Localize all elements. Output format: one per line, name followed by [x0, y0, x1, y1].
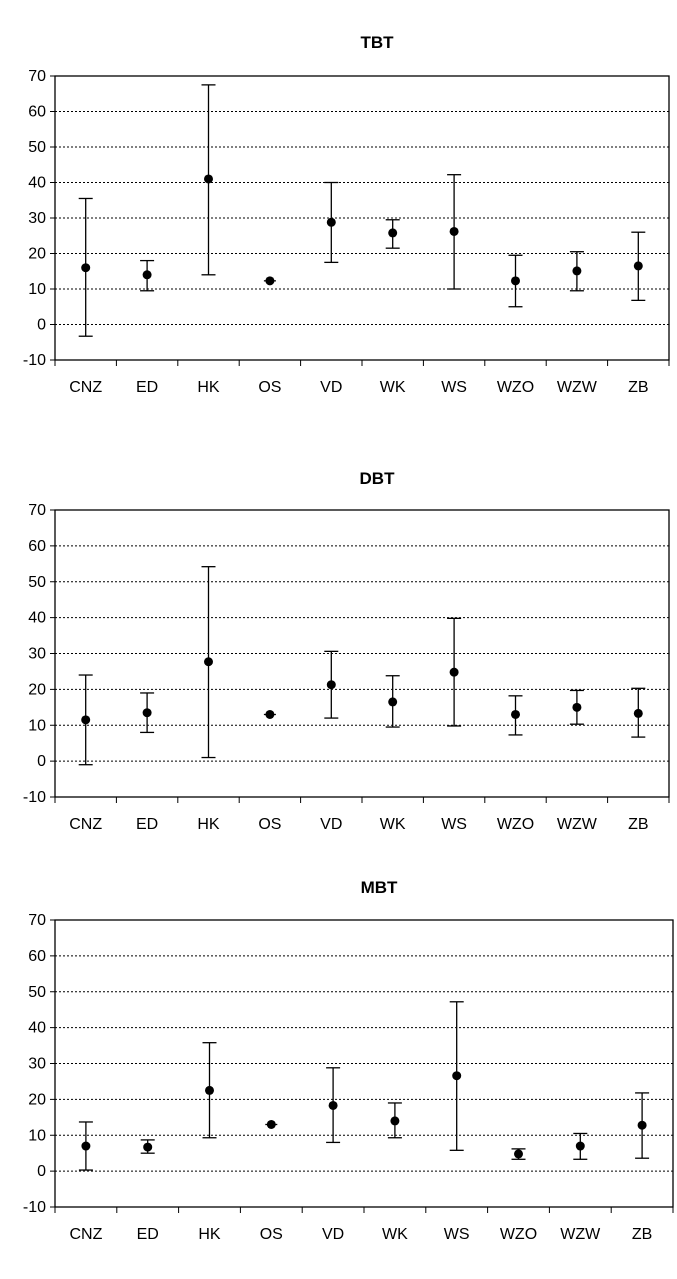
x-tick-label: VD	[320, 379, 342, 396]
chart-title: DBT	[360, 469, 396, 488]
data-point	[449, 667, 459, 677]
chart-panel-mbt: MBT -10 0 10 20 30 40 50 60 70 CNZ ED HK OS VD WK WS WZO W…	[23, 878, 674, 1243]
data-point	[388, 697, 398, 707]
data-point	[449, 226, 459, 236]
data-point	[633, 708, 643, 718]
y-tick-label: 30	[28, 646, 46, 663]
y-tick-label: 30	[28, 210, 46, 227]
data-point	[637, 1120, 647, 1130]
y-tick-label: 70	[28, 502, 46, 519]
data-point	[452, 1071, 462, 1081]
x-tick-label: WZW	[557, 816, 598, 833]
data-point	[143, 1142, 153, 1152]
x-tick-label: CNZ	[69, 379, 102, 396]
y-tick-label: 20	[28, 1091, 46, 1108]
x-tick-label: OS	[258, 379, 281, 396]
data-point	[81, 715, 91, 725]
x-tick-label: ED	[136, 379, 158, 396]
y-tick-label: -10	[23, 1199, 46, 1216]
data-point	[204, 174, 213, 184]
x-tick-label: WZO	[497, 816, 534, 833]
y-tick-label: 40	[28, 1020, 46, 1037]
y-tick-label: 60	[28, 104, 46, 121]
data-point	[204, 657, 213, 667]
chart-panel-dbt: DBT -10 0 10 20 30 40 50 60 70 CNZ ED HK OS VD WK WS WZO W…	[23, 469, 670, 833]
y-tick-label: 20	[28, 681, 46, 698]
data-point	[326, 680, 336, 690]
x-tick-label: VD	[322, 1226, 344, 1243]
data-point	[142, 708, 152, 718]
data-point	[511, 709, 520, 719]
x-tick-label: OS	[258, 816, 281, 833]
x-tick-label: WK	[380, 816, 406, 833]
y-tick-label: 0	[37, 317, 46, 334]
data-point	[388, 228, 398, 238]
x-tick-label: ZB	[632, 1226, 652, 1243]
y-tick-label: 0	[37, 753, 46, 770]
data-point	[633, 261, 643, 271]
x-tick-label: WS	[444, 1226, 470, 1243]
y-tick-label: -10	[23, 352, 46, 369]
data-point	[265, 276, 275, 286]
x-tick-label: CNZ	[69, 816, 102, 833]
y-tick-label: 60	[28, 948, 46, 965]
data-point	[266, 1119, 276, 1129]
y-tick-label: 20	[28, 246, 46, 263]
x-tick-label: WZW	[557, 379, 598, 396]
data-point	[511, 276, 520, 286]
y-tick-label: 70	[28, 912, 46, 929]
data-point	[142, 270, 152, 280]
data-point	[575, 1141, 585, 1151]
y-tick-label: 40	[28, 610, 46, 627]
data-point	[265, 709, 275, 719]
data-point	[326, 217, 336, 227]
x-tick-label: OS	[260, 1226, 283, 1243]
y-tick-label: 0	[37, 1163, 46, 1180]
y-tick-label: 50	[28, 984, 46, 1001]
data-point	[572, 702, 582, 712]
x-tick-label: ED	[136, 816, 158, 833]
x-tick-label: ZB	[628, 379, 648, 396]
x-tick-label: HK	[197, 379, 220, 396]
chart-title: MBT	[361, 878, 398, 897]
y-tick-label: 60	[28, 538, 46, 555]
data-point	[514, 1149, 523, 1159]
chart-title: TBT	[360, 33, 394, 52]
x-tick-label: WZO	[497, 379, 534, 396]
chart-panel-tbt: TBT -10 0 10 20 30 40 50 60 70 CNZ ED HK OS VD WK WS WZO W…	[23, 33, 670, 396]
data-point	[390, 1116, 400, 1126]
y-tick-label: 10	[28, 717, 46, 734]
x-tick-label: ED	[137, 1226, 159, 1243]
y-tick-label: 70	[28, 68, 46, 85]
x-tick-label: WS	[441, 379, 467, 396]
x-tick-label: WZW	[560, 1226, 601, 1243]
y-tick-label: 50	[28, 139, 46, 156]
y-tick-label: -10	[23, 789, 46, 806]
data-point	[328, 1100, 338, 1110]
y-tick-label: 10	[28, 1127, 46, 1144]
x-tick-label: HK	[198, 1226, 221, 1243]
data-point	[81, 263, 91, 273]
y-tick-label: 40	[28, 175, 46, 192]
data-point	[572, 266, 582, 276]
x-tick-label: WK	[380, 379, 406, 396]
x-tick-label: VD	[320, 816, 342, 833]
y-tick-label: 50	[28, 574, 46, 591]
x-tick-label: ZB	[628, 816, 648, 833]
x-tick-label: CNZ	[69, 1226, 102, 1243]
data-point	[205, 1085, 214, 1095]
data-point	[81, 1141, 91, 1151]
y-tick-label: 10	[28, 281, 46, 298]
x-tick-label: WS	[441, 816, 467, 833]
x-tick-label: WZO	[500, 1226, 537, 1243]
y-tick-label: 30	[28, 1056, 46, 1073]
x-tick-label: WK	[382, 1226, 408, 1243]
x-tick-label: HK	[197, 816, 220, 833]
